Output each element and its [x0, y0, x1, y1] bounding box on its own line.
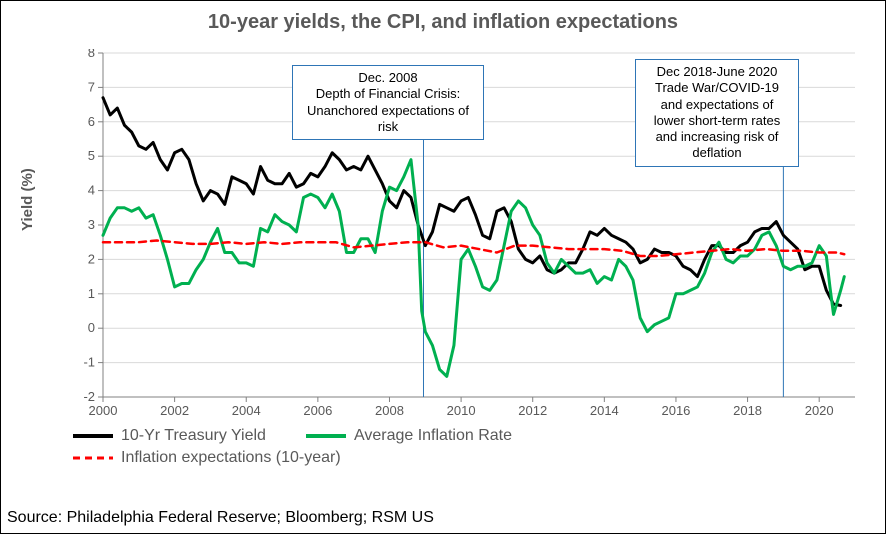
svg-text:3: 3	[88, 217, 95, 232]
svg-text:8: 8	[88, 49, 95, 60]
svg-text:2: 2	[88, 251, 95, 266]
y-axis-label: Yield (%)	[19, 168, 36, 231]
svg-text:6: 6	[88, 114, 95, 129]
chart-title: 10-year yields, the CPI, and inflation e…	[1, 11, 885, 34]
svg-text:2012: 2012	[518, 403, 547, 418]
annotation-covid: Dec 2018-June 2020Trade War/COVID-19and …	[635, 59, 799, 167]
legend-label: 10-Yr Treasury Yield	[121, 427, 266, 445]
svg-text:4: 4	[88, 183, 95, 198]
svg-text:2002: 2002	[160, 403, 189, 418]
svg-text:1: 1	[88, 286, 95, 301]
source-text: Source: Philadelphia Federal Reserve; Bl…	[7, 509, 434, 527]
svg-text:-2: -2	[83, 389, 95, 404]
legend-label: Inflation expectations (10-year)	[121, 449, 341, 467]
legend-label: Average Inflation Rate	[354, 427, 512, 445]
svg-text:2016: 2016	[661, 403, 690, 418]
svg-text:2008: 2008	[375, 403, 404, 418]
annotation-2008: Dec. 2008Depth of Financial Crisis:Unanc…	[292, 65, 484, 140]
legend-item: Average Inflation Rate	[306, 425, 512, 447]
chart-card: 10-year yields, the CPI, and inflation e…	[0, 0, 886, 534]
svg-text:2014: 2014	[590, 403, 619, 418]
svg-text:2000: 2000	[89, 403, 118, 418]
svg-text:2018: 2018	[733, 403, 762, 418]
svg-text:5: 5	[88, 148, 95, 163]
svg-text:2006: 2006	[303, 403, 332, 418]
svg-text:2004: 2004	[232, 403, 261, 418]
svg-text:7: 7	[88, 79, 95, 94]
svg-text:2010: 2010	[447, 403, 476, 418]
svg-text:2020: 2020	[805, 403, 834, 418]
svg-text:-1: -1	[83, 355, 95, 370]
legend: 10-Yr Treasury Yield Average Inflation Ra…	[73, 425, 863, 469]
svg-text:0: 0	[88, 320, 95, 335]
legend-item: 10-Yr Treasury Yield	[73, 425, 266, 447]
legend-item: Inflation expectations (10-year)	[73, 447, 341, 469]
